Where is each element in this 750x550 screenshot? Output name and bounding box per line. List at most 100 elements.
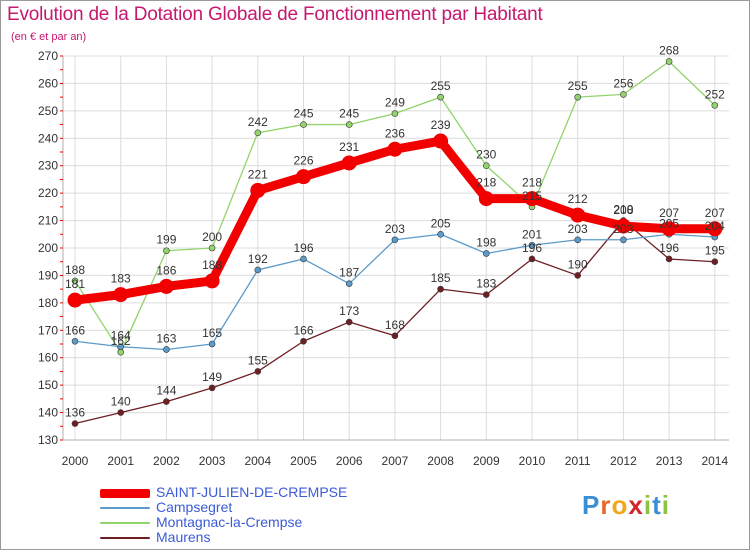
data-label-saint-julien-de-crempse: 212 <box>568 192 588 206</box>
data-point-montagnac-la-crempse <box>391 110 399 117</box>
data-label-saint-julien-de-crempse: 188 <box>202 258 222 272</box>
legend-label: Montagnac-la-Crempse <box>156 514 303 530</box>
data-label-maurens: 140 <box>111 395 131 409</box>
data-point-montagnac-la-crempse <box>163 247 170 255</box>
data-point-saint-julien-de-crempse <box>570 207 586 223</box>
logo-letter: i <box>661 490 670 520</box>
y-tick-label: 130 <box>38 433 58 447</box>
data-label-montagnac-la-crempse: 162 <box>111 334 131 348</box>
data-label-campsegret: 192 <box>248 252 268 266</box>
x-tick-label: 2009 <box>473 454 500 468</box>
data-label-saint-julien-de-crempse: 239 <box>431 118 451 132</box>
data-label-saint-julien-de-crempse: 231 <box>339 140 359 154</box>
x-tick-label: 2006 <box>336 454 363 468</box>
data-point-maurens <box>711 258 719 266</box>
data-point-campsegret <box>208 340 216 348</box>
y-tick-label: 150 <box>38 378 58 392</box>
legend-swatch <box>100 489 150 498</box>
data-label-maurens: 196 <box>659 241 679 255</box>
data-point-saint-julien-de-crempse <box>250 182 266 198</box>
data-point-maurens <box>345 318 353 326</box>
data-point-maurens <box>665 255 673 263</box>
data-point-saint-julien-de-crempse <box>113 287 129 303</box>
legend: SAINT-JULIEN-DE-CREMPSE Campsegret Montagn… <box>100 484 420 545</box>
data-point-maurens <box>528 255 536 263</box>
data-point-saint-julien-de-crempse <box>524 191 540 207</box>
y-tick-label: 240 <box>38 131 58 145</box>
y-tick-label: 270 <box>38 49 58 63</box>
data-label-montagnac-la-crempse: 245 <box>293 107 313 121</box>
data-point-maurens <box>208 384 216 392</box>
data-point-maurens <box>574 272 582 279</box>
data-point-campsegret <box>254 266 262 274</box>
y-tick-label: 210 <box>38 214 58 228</box>
data-point-saint-julien-de-crempse <box>615 218 631 234</box>
logo-letter: t <box>652 490 662 520</box>
data-label-saint-julien-de-crempse: 181 <box>65 277 85 291</box>
data-label-montagnac-la-crempse: 245 <box>339 107 359 121</box>
x-tick-label: 2013 <box>656 454 683 468</box>
data-label-montagnac-la-crempse: 252 <box>705 87 725 101</box>
data-point-montagnac-la-crempse <box>117 348 124 356</box>
data-point-campsegret <box>574 236 582 244</box>
x-tick-label: 2001 <box>107 454 134 468</box>
data-label-maurens: 149 <box>202 370 222 384</box>
legend-item: SAINT-JULIEN-DE-CREMPSE <box>100 484 420 500</box>
data-label-montagnac-la-crempse: 256 <box>613 76 633 90</box>
data-point-montagnac-la-crempse <box>574 93 582 101</box>
data-label-campsegret: 205 <box>431 216 451 230</box>
data-label-montagnac-la-crempse: 199 <box>156 233 176 247</box>
data-point-saint-julien-de-crempse <box>204 273 220 289</box>
data-point-montagnac-la-crempse <box>711 102 719 109</box>
data-label-campsegret: 203 <box>385 222 405 236</box>
data-point-montagnac-la-crempse <box>345 121 353 128</box>
data-label-maurens: 210 <box>613 203 633 217</box>
data-point-maurens <box>300 337 307 345</box>
data-point-maurens <box>71 420 79 427</box>
data-label-campsegret: 196 <box>293 241 313 255</box>
data-label-montagnac-la-crempse: 255 <box>568 79 588 93</box>
data-label-montagnac-la-crempse: 200 <box>202 230 222 244</box>
legend-label: SAINT-JULIEN-DE-CREMPSE <box>156 484 348 500</box>
data-point-maurens <box>163 398 170 405</box>
data-point-maurens <box>482 291 490 298</box>
data-label-montagnac-la-crempse: 255 <box>431 79 451 93</box>
legend-swatch <box>100 522 150 524</box>
data-label-maurens: 168 <box>385 318 405 332</box>
data-point-campsegret <box>482 250 490 257</box>
data-point-montagnac-la-crempse <box>208 244 216 252</box>
y-tick-label: 230 <box>38 159 58 173</box>
logo-letter: o <box>611 490 629 520</box>
data-label-maurens: 144 <box>156 384 176 398</box>
y-tick-label: 200 <box>38 241 58 255</box>
y-tick-label: 140 <box>38 406 58 420</box>
data-point-campsegret <box>300 255 307 263</box>
x-tick-label: 2005 <box>290 454 317 468</box>
data-label-campsegret: 166 <box>65 323 85 337</box>
x-tick-label: 2011 <box>565 454 591 468</box>
legend-item: Montagnac-la-Crempse <box>100 514 420 530</box>
data-point-montagnac-la-crempse <box>620 91 627 98</box>
data-point-maurens <box>437 285 444 293</box>
data-label-campsegret: 187 <box>339 266 359 280</box>
x-tick-label: 2004 <box>244 454 271 468</box>
data-point-montagnac-la-crempse <box>254 129 262 137</box>
data-label-montagnac-la-crempse: 188 <box>65 263 85 277</box>
data-point-montagnac-la-crempse <box>71 277 79 285</box>
data-label-saint-julien-de-crempse: 236 <box>385 126 405 140</box>
x-tick-label: 2014 <box>701 454 728 468</box>
data-label-montagnac-la-crempse: 242 <box>248 115 268 129</box>
data-label-campsegret: 201 <box>522 227 542 241</box>
legend-item: Campsegret <box>100 499 420 515</box>
data-label-montagnac-la-crempse: 230 <box>476 148 496 162</box>
legend-label: Campsegret <box>156 499 233 515</box>
data-point-campsegret <box>345 280 353 287</box>
data-label-maurens: 196 <box>522 241 542 255</box>
data-point-montagnac-la-crempse <box>665 58 673 65</box>
data-label-maurens: 183 <box>476 277 496 291</box>
data-point-montagnac-la-crempse <box>437 93 444 101</box>
data-point-saint-julien-de-crempse <box>158 278 174 294</box>
data-point-saint-julien-de-crempse <box>296 169 311 185</box>
y-tick-label: 170 <box>38 323 58 337</box>
data-label-campsegret: 165 <box>202 326 222 340</box>
